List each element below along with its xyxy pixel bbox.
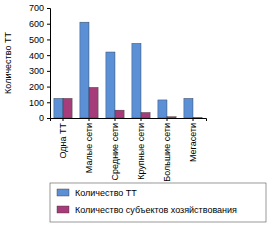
series — [54, 22, 193, 118]
tick: 200 — [29, 82, 50, 92]
tick-mark — [47, 102, 50, 103]
tick-mark — [193, 118, 194, 121]
tick-mark — [47, 71, 50, 72]
tick: Мегасети — [188, 118, 198, 162]
tick-label: Крупные сети — [136, 123, 146, 180]
tick: Средние сети — [110, 118, 120, 180]
tick-label: 200 — [29, 82, 44, 92]
tick-mark — [89, 118, 90, 121]
tick-label: Мегасети — [188, 123, 198, 162]
legend-label: Количество ТТ — [75, 188, 137, 198]
tick-mark — [47, 55, 50, 56]
tick-label: 500 — [29, 35, 44, 45]
tick-label: Одна ТТ — [58, 123, 68, 159]
tick-mark — [47, 39, 50, 40]
tick: Малые сети — [84, 118, 94, 173]
series — [63, 87, 202, 118]
tick: 700 — [29, 3, 50, 13]
legend: Количество ТТ Количество субъектов хозяйс… — [50, 183, 266, 222]
bar — [106, 52, 115, 118]
y-axis: 0 100 200 300 400 500 600 700 — [29, 3, 51, 123]
bar — [115, 110, 124, 118]
chart: 0 100 200 300 400 500 600 700 Одна ТТ Малые сети С… — [0, 0, 270, 225]
legend-box — [50, 183, 266, 222]
tick-label: Малые сети — [84, 123, 94, 173]
bar — [63, 98, 72, 118]
tick-mark — [47, 118, 50, 119]
tick-mark — [47, 87, 50, 88]
tick: 100 — [29, 98, 50, 108]
tick: 500 — [29, 35, 50, 45]
bar — [141, 113, 150, 119]
tick: 300 — [29, 66, 50, 76]
tick-label: 400 — [29, 51, 44, 61]
bar — [54, 98, 63, 118]
bar — [132, 43, 141, 118]
legend-key — [57, 206, 69, 213]
tick-label: 0 — [39, 113, 44, 123]
tick-label: 700 — [29, 3, 44, 13]
tick-label: Большие сети — [162, 123, 172, 182]
axis-line — [47, 9, 51, 119]
bars — [54, 22, 202, 118]
legend-key — [57, 189, 69, 196]
legend-label: Количество субъектов хозяйствования — [75, 205, 237, 215]
plot: 0 100 200 300 400 500 600 700 Одна ТТ Малые сети С… — [29, 3, 207, 181]
y-axis-title: Количество ТТ — [3, 32, 13, 94]
tick: 400 — [29, 51, 50, 61]
tick-mark — [167, 118, 168, 121]
tick: 600 — [29, 19, 50, 29]
x-axis: Одна ТТ Малые сети Средние сети Крупные сет… — [51, 118, 207, 182]
tick: Одна ТТ — [58, 118, 68, 159]
tick: Большие сети — [162, 118, 172, 182]
bar — [89, 87, 98, 118]
tick-label: 600 — [29, 19, 44, 29]
bar — [158, 100, 167, 118]
tick-mark — [141, 118, 142, 121]
tick-mark — [47, 8, 50, 9]
tick-mark — [47, 24, 50, 25]
axis-line — [51, 119, 207, 122]
bar — [184, 98, 193, 118]
tick-label: 300 — [29, 66, 44, 76]
tick-mark — [115, 118, 116, 121]
bar — [80, 22, 89, 118]
tick-label: 100 — [29, 98, 44, 108]
bar — [167, 117, 176, 118]
bar — [193, 117, 202, 118]
tick-mark — [63, 118, 64, 121]
tick: Крупные сети — [136, 118, 146, 180]
tick-label: Средние сети — [110, 123, 120, 180]
tick: 0 — [39, 113, 50, 123]
